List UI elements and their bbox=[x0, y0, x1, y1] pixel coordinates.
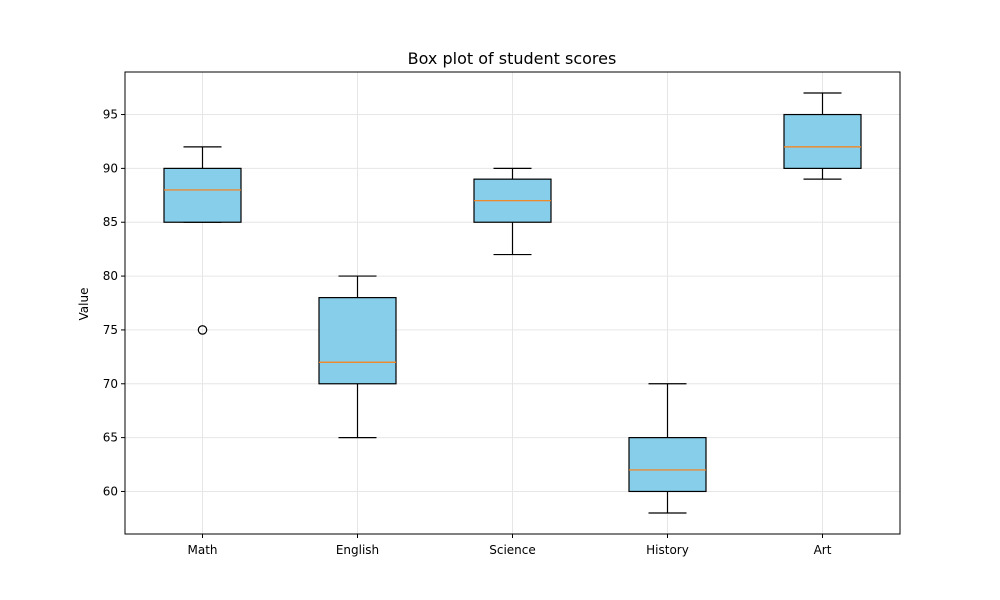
y-tick-label: 75 bbox=[103, 323, 118, 337]
x-ticks: Math English Science History Art bbox=[187, 534, 832, 557]
x-tick-label: Science bbox=[489, 543, 536, 557]
y-tick-label: 80 bbox=[103, 269, 118, 283]
iqr-box bbox=[628, 437, 707, 493]
x-tick-label: History bbox=[646, 543, 689, 557]
iqr-box bbox=[783, 113, 862, 169]
y-tick-label: 70 bbox=[103, 377, 118, 391]
x-tick-label: Art bbox=[814, 543, 832, 557]
box-science bbox=[473, 167, 552, 256]
y-tick-label: 95 bbox=[103, 108, 118, 122]
y-tick-label: 65 bbox=[103, 431, 118, 445]
outlier-point bbox=[197, 325, 208, 335]
iqr-box bbox=[318, 297, 397, 385]
box-art bbox=[783, 92, 862, 180]
boxes bbox=[163, 92, 862, 514]
y-tick-label: 60 bbox=[103, 484, 118, 498]
x-tick-label: English bbox=[336, 543, 379, 557]
box-math bbox=[163, 146, 242, 335]
y-ticks: 60 65 70 75 80 85 90 95 bbox=[103, 108, 125, 498]
iqr-box bbox=[163, 167, 242, 223]
box-english bbox=[318, 275, 397, 439]
x-tick-label: Math bbox=[187, 543, 217, 557]
box-history bbox=[628, 383, 707, 514]
y-tick-label: 85 bbox=[103, 215, 118, 229]
y-tick-label: 90 bbox=[103, 161, 118, 175]
chart-title: Box plot of student scores bbox=[408, 49, 617, 68]
y-axis-label: Value bbox=[77, 288, 91, 321]
